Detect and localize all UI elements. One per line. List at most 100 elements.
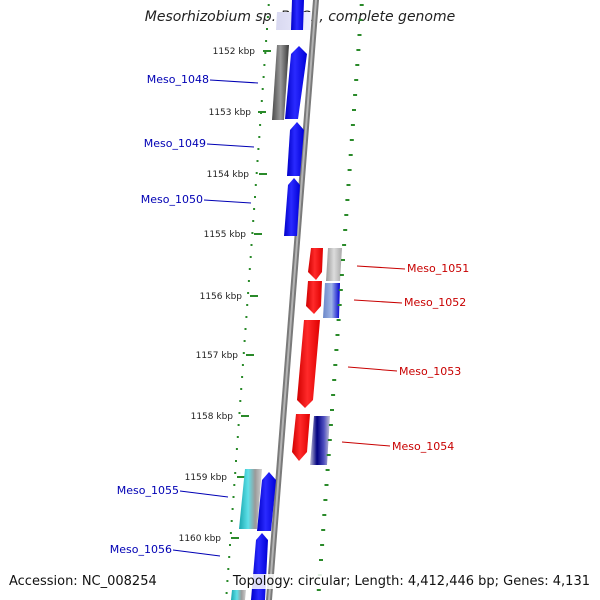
gene-block-meso-1054 bbox=[310, 416, 330, 465]
strand-dot bbox=[341, 259, 345, 261]
strand-dot bbox=[355, 64, 360, 66]
strand-dot bbox=[353, 94, 358, 96]
ruler-label: 1154 kbp bbox=[207, 170, 250, 180]
callout-line bbox=[206, 143, 255, 148]
callout-line bbox=[172, 549, 221, 557]
gene-label[interactable]: Meso_1048 bbox=[147, 73, 209, 86]
strand-dot bbox=[256, 160, 259, 162]
strand-dot bbox=[230, 520, 233, 522]
gene-label[interactable]: Meso_1049 bbox=[144, 137, 206, 150]
strand-dot bbox=[316, 589, 321, 591]
strand-dot bbox=[251, 232, 254, 234]
callout-line bbox=[179, 490, 229, 498]
strand-dot bbox=[250, 244, 253, 246]
gene-label[interactable]: Meso_1050 bbox=[141, 193, 203, 206]
strand-dot bbox=[322, 514, 327, 516]
strand-dot bbox=[328, 424, 333, 426]
ruler-label: 1158 kbp bbox=[191, 412, 234, 422]
strand-dot bbox=[247, 292, 250, 294]
strand-dot bbox=[265, 40, 268, 42]
strand-dot bbox=[321, 529, 326, 531]
ruler-label: 1152 kbp bbox=[213, 47, 256, 57]
gene-label[interactable]: Meso_1056 bbox=[110, 543, 172, 556]
ruler-label: 1153 kbp bbox=[209, 108, 252, 118]
gene-arrow-meso-1050 bbox=[284, 178, 300, 236]
strand-dot bbox=[255, 172, 258, 174]
gene-label[interactable]: Meso_1055 bbox=[117, 484, 179, 497]
strand-dot bbox=[354, 79, 359, 81]
strand-dot bbox=[335, 334, 340, 336]
strand-dot bbox=[345, 199, 350, 201]
strand-dot bbox=[334, 349, 339, 351]
strand-dot bbox=[239, 400, 242, 402]
strand-dot bbox=[262, 76, 265, 78]
strand-dot bbox=[231, 508, 234, 510]
strand-dot bbox=[248, 268, 251, 270]
gene-label[interactable]: Meso_1054 bbox=[392, 440, 454, 453]
strand-dot bbox=[228, 556, 231, 558]
strand-dot bbox=[357, 34, 362, 36]
strand-dot bbox=[359, 4, 364, 6]
strand-dot bbox=[356, 49, 361, 51]
gene-top-fragment bbox=[291, 0, 304, 30]
callout-line bbox=[203, 199, 252, 204]
gene-arrow-meso-1055 bbox=[257, 472, 276, 531]
strand-dot bbox=[358, 19, 363, 21]
strand-dot bbox=[261, 88, 264, 90]
gene-label[interactable]: Meso_1053 bbox=[399, 365, 461, 378]
strand-dot bbox=[342, 244, 347, 246]
strand-dot bbox=[225, 592, 228, 594]
strand-dotted-lines bbox=[225, 4, 364, 594]
gene-label[interactable]: Meso_1052 bbox=[404, 296, 466, 309]
genome-summary-text: Topology: circular; Length: 4,412,446 bp… bbox=[230, 574, 592, 589]
strand-dot bbox=[326, 454, 331, 456]
ruler-label: 1159 kbp bbox=[185, 473, 228, 483]
strand-dot bbox=[252, 220, 255, 222]
gene-arrow-meso-1052 bbox=[306, 281, 322, 314]
strand-dot bbox=[233, 484, 236, 486]
strand-dot bbox=[254, 196, 256, 198]
strand-dot bbox=[264, 52, 267, 54]
gene-arrow-meso-1053 bbox=[297, 320, 320, 408]
strand-dot bbox=[241, 364, 244, 366]
strand-dot bbox=[245, 316, 248, 318]
strand-dot bbox=[263, 64, 266, 66]
strand-dot bbox=[333, 364, 338, 366]
strand-dot bbox=[247, 280, 250, 282]
gene-label[interactable]: Meso_1051 bbox=[407, 262, 469, 275]
gene-block-meso-1048 bbox=[272, 45, 289, 120]
gene-block-meso-1055 bbox=[239, 469, 262, 529]
strand-dot bbox=[237, 424, 240, 426]
gene-arrow-meso-1056 bbox=[251, 533, 268, 600]
callout-line bbox=[347, 366, 398, 372]
strand-dot bbox=[229, 544, 231, 546]
strand-dot bbox=[242, 352, 245, 354]
strand-dot bbox=[352, 109, 356, 111]
strand-dot bbox=[267, 4, 270, 6]
strand-dot bbox=[339, 274, 344, 276]
strand-dot bbox=[240, 388, 243, 390]
strand-dot bbox=[348, 154, 353, 156]
strand-dot bbox=[320, 544, 325, 546]
strand-dot bbox=[249, 256, 252, 258]
strand-dot bbox=[266, 16, 269, 18]
strand-dot bbox=[254, 184, 257, 186]
ruler-label: 1156 kbp bbox=[200, 292, 243, 302]
strand-dot bbox=[235, 460, 237, 462]
strand-dot bbox=[350, 124, 355, 126]
gene-arrow-meso-1054 bbox=[292, 414, 310, 461]
strand-dot bbox=[330, 409, 334, 411]
callout-line bbox=[209, 79, 259, 84]
strand-dot bbox=[343, 229, 348, 231]
strand-dot bbox=[331, 394, 336, 396]
callout-line bbox=[356, 265, 406, 270]
strand-dot bbox=[259, 124, 262, 126]
strand-dot bbox=[325, 469, 330, 471]
gene-arrow-meso-1049 bbox=[287, 122, 304, 176]
strand-dot bbox=[235, 448, 238, 450]
gene-block-meso-1051 bbox=[326, 248, 342, 281]
strand-dot bbox=[227, 568, 230, 570]
strand-dot bbox=[258, 136, 261, 138]
ruler-label: 1155 kbp bbox=[204, 230, 247, 240]
strand-dot bbox=[323, 499, 328, 501]
